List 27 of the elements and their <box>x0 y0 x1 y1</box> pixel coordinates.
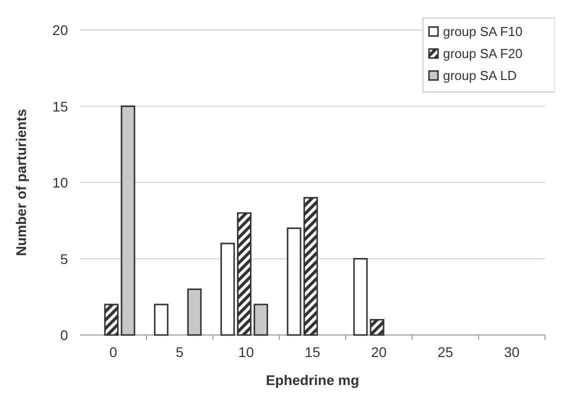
bar <box>353 258 368 336</box>
bar <box>254 304 268 336</box>
legend-label: group SA LD <box>443 68 517 83</box>
y-axis-title: Number of parturients <box>13 108 29 256</box>
bar <box>370 319 384 336</box>
bar <box>303 197 318 336</box>
x-axis-title: Ephedrine mg <box>266 372 360 388</box>
legend-label: group SA F10 <box>443 24 522 39</box>
y-tick-label: 15 <box>52 98 68 114</box>
y-tick-label: 5 <box>60 250 68 267</box>
bar <box>187 288 202 336</box>
x-tick-label: 15 <box>304 344 320 360</box>
y-tick-label: 20 <box>52 22 68 38</box>
x-tick-label: 25 <box>438 344 454 360</box>
x-tick-label: 30 <box>504 344 520 360</box>
bar <box>237 212 252 336</box>
bar <box>104 304 119 336</box>
bar <box>154 304 168 336</box>
x-tick-label: 5 <box>176 344 184 360</box>
legend-label: group SA F20 <box>443 46 522 61</box>
y-tick-label: 0 <box>60 327 68 343</box>
x-tick-label: 0 <box>109 344 118 360</box>
x-tick-label: 20 <box>371 344 387 360</box>
bar <box>220 242 235 336</box>
bar <box>286 228 302 336</box>
x-tick-label: 10 <box>238 344 254 360</box>
y-tick-label: 10 <box>52 174 68 190</box>
